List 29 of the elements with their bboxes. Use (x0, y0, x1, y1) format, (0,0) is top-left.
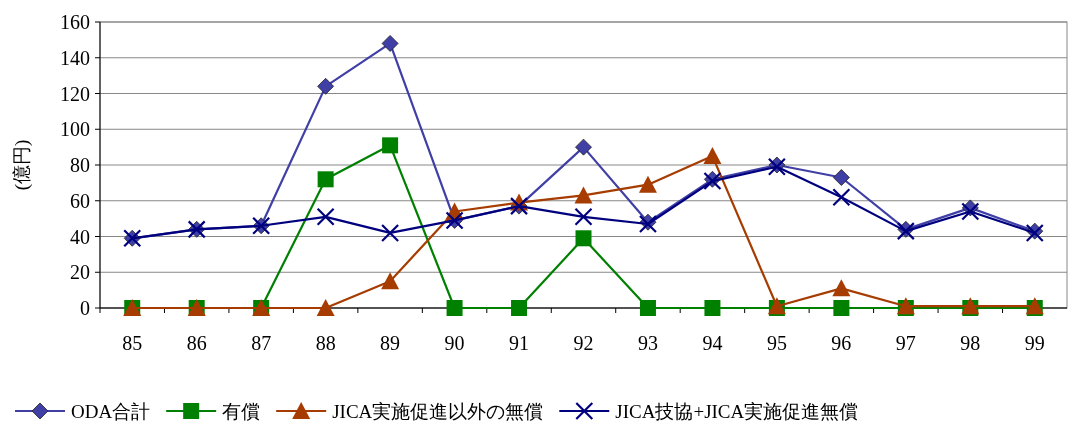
y-tick-label: 120 (60, 82, 90, 105)
y-axis-title: (億円) (11, 139, 33, 191)
x-tick-label: 87 (251, 332, 272, 354)
x-tick-label: 88 (315, 332, 336, 354)
y-tick-label: 40 (70, 225, 90, 248)
y-tick-label: 140 (60, 46, 90, 69)
x-tick-label: 98 (960, 332, 981, 354)
x-tick-label: 86 (186, 332, 207, 354)
y-tick-label: 0 (80, 297, 90, 319)
x-tick-label: 99 (1024, 332, 1045, 354)
y-tick-label: 160 (60, 11, 90, 33)
x-tick-label: 92 (573, 332, 594, 354)
x-tick-label: 97 (895, 332, 916, 354)
x-tick-label: 93 (637, 332, 658, 354)
x-tick-label: 85 (122, 332, 143, 354)
x-tick-label: 95 (766, 332, 787, 354)
x-tick-label: 91 (509, 332, 530, 354)
y-tick-label: 60 (70, 189, 90, 212)
legend-label: JICA実施促進以外の無償 (332, 401, 544, 422)
y-tick-label: 20 (70, 261, 90, 284)
x-tick-label: 96 (831, 332, 852, 354)
y-tick-label: 80 (70, 154, 90, 176)
legend-label: ODA合計 (71, 401, 151, 422)
legend-label: JICA技協+JICA実施促進無償 (615, 401, 859, 422)
x-tick-label: 94 (702, 332, 723, 354)
legend-label: 有償 (222, 401, 261, 422)
x-tick-label: 90 (444, 332, 465, 354)
y-tick-label: 100 (60, 118, 90, 141)
x-tick-label: 89 (380, 332, 401, 354)
